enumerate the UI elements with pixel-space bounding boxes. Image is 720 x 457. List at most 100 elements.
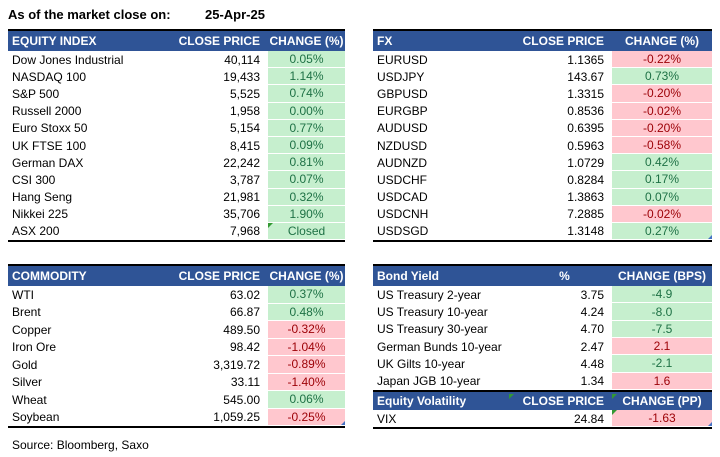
- close-price-cell: 3.75: [580, 287, 604, 302]
- table-row: EURGBP 0.8536 -0.02%: [373, 102, 712, 120]
- table-row: VIX 24.84 -1.63: [373, 409, 712, 428]
- change-cell: -1.04%: [268, 338, 345, 357]
- table-row: USDJPY 143.67 0.73%: [373, 68, 712, 86]
- equity-volatility-rows: VIX 24.84 -1.63: [373, 409, 712, 430]
- change-cell: -2.1: [612, 355, 712, 373]
- bond-yield-rows: US Treasury 2-year 3.75 -4.9 US Treasury 10…: [373, 286, 712, 390]
- close-price-cell: 24.84: [573, 411, 604, 426]
- change-cell: -0.89%: [268, 356, 345, 374]
- row-label: GBPUSD: [377, 86, 428, 101]
- change-cell: 0.37%: [268, 286, 345, 304]
- close-price-cell: 489.50: [223, 322, 260, 337]
- row-label: Brent: [12, 305, 41, 320]
- change-cell: 0.81%: [268, 154, 345, 172]
- close-price-cell: 19,433: [223, 69, 260, 84]
- as-of-label: As of the market close on:: [8, 7, 171, 22]
- table-row: US Treasury 30-year 4.70 -7.5: [373, 320, 712, 338]
- equity-index-table: EQUITY INDEX CLOSE PRICE CHANGE (%) Dow …: [8, 29, 345, 243]
- table-row: AUDNZD 1.0729 0.42%: [373, 154, 712, 172]
- row-label: USDCNH: [377, 207, 429, 222]
- close-price-cell: 0.8284: [567, 172, 604, 187]
- change-cell: 0.00%: [268, 102, 345, 120]
- change-cell: -0.20%: [612, 85, 712, 103]
- bond-yield-header: Bond Yield % CHANGE (BPS): [373, 264, 712, 287]
- equity-volatility-table: Equity Volatility CLOSE PRICE CHANGE (PP…: [373, 389, 712, 430]
- row-label: US Treasury 2-year: [377, 287, 482, 302]
- change-cell: 0.74%: [268, 85, 345, 103]
- table-row: Japan JGB 10-year 1.34 1.6: [373, 372, 712, 390]
- close-price-cell: 35,706: [223, 207, 260, 222]
- close-price-cell: 1.3148: [567, 224, 604, 239]
- left-column: EQUITY INDEX CLOSE PRICE CHANGE (%) Dow …: [8, 29, 345, 452]
- row-label: Soybean: [12, 410, 60, 425]
- change-cell: 0.07%: [612, 188, 712, 206]
- spacer: [373, 242, 712, 264]
- table-row: NZDUSD 0.5963 -0.58%: [373, 136, 712, 155]
- column-header-percent: %: [559, 269, 570, 284]
- row-label: USDJPY: [377, 69, 425, 84]
- change-cell: -4.9: [612, 286, 712, 304]
- row-label: Russell 2000: [12, 104, 82, 119]
- error-indicator-icon: [268, 222, 273, 228]
- fx-table: FX CLOSE PRICE CHANGE (%) EURUSD 1.1365 -0…: [373, 29, 712, 243]
- change-cell: 0.09%: [268, 136, 345, 155]
- change-cell: -0.02%: [612, 205, 712, 223]
- row-label: German Bunds 10-year: [377, 339, 502, 354]
- table-row: Copper 489.50 -0.32%: [8, 321, 345, 339]
- error-indicator-icon: [509, 393, 514, 399]
- table-row: Russell 2000 1,958 0.00%: [8, 102, 345, 120]
- tables-grid: EQUITY INDEX CLOSE PRICE CHANGE (%) Dow …: [0, 29, 720, 452]
- report-titlebar: As of the market close on: 25-Apr-25: [0, 0, 720, 29]
- close-price-cell: 40,114: [224, 52, 260, 67]
- close-price-cell: 7.2885: [567, 207, 604, 222]
- row-label: NZDUSD: [377, 138, 427, 153]
- table-row: Brent 66.87 0.48%: [8, 303, 345, 322]
- row-label: Wheat: [12, 392, 47, 407]
- table-row: CSI 300 3,787 0.07%: [8, 171, 345, 189]
- close-price-cell: 4.70: [580, 322, 604, 337]
- row-label: VIX: [377, 411, 397, 426]
- change-cell: 0.27%: [612, 222, 712, 241]
- change-cell: -0.20%: [612, 119, 712, 137]
- row-label: USDCHF: [377, 172, 427, 187]
- column-header-close-price: CLOSE PRICE: [509, 393, 612, 408]
- fill-handle-icon: [708, 235, 712, 240]
- table-row: WTI 63.02 0.37%: [8, 286, 345, 304]
- close-price-cell: 66.87: [229, 305, 260, 320]
- row-label: Japan JGB 10-year: [377, 374, 481, 389]
- table-row: GBPUSD 1.3315 -0.20%: [373, 85, 712, 103]
- column-header-change-pp: CHANGE (PP): [612, 393, 712, 408]
- table-row: US Treasury 2-year 3.75 -4.9: [373, 286, 712, 304]
- row-label: EURGBP: [377, 104, 428, 119]
- row-label: Iron Ore: [12, 340, 57, 355]
- row-label: WTI: [12, 287, 34, 302]
- row-label: S&P 500: [12, 86, 60, 101]
- close-price-cell: 63.02: [229, 287, 260, 302]
- close-price-cell: 3,319.72: [213, 357, 260, 372]
- close-price-cell: 8,415: [229, 138, 260, 153]
- close-price-cell: 1.0729: [567, 155, 604, 170]
- table-row: S&P 500 5,525 0.74%: [8, 85, 345, 103]
- column-header-change: CHANGE (%): [625, 34, 699, 48]
- as-of-date: 25-Apr-25: [205, 7, 265, 22]
- close-price-cell: 0.5963: [567, 138, 604, 153]
- change-cell: 0.07%: [268, 171, 345, 189]
- column-header-close-price: CLOSE PRICE: [178, 34, 260, 48]
- close-price-cell: 2.47: [580, 339, 604, 354]
- change-cell: -0.58%: [612, 136, 712, 155]
- row-label: NASDAQ 100: [12, 69, 87, 84]
- close-price-cell: 21,981: [223, 190, 260, 205]
- close-price-cell: 1.3863: [567, 190, 604, 205]
- table-row: USDSGD 1.3148 0.27%: [373, 222, 712, 241]
- table-row: Nikkei 225 35,706 1.90%: [8, 205, 345, 223]
- right-column: FX CLOSE PRICE CHANGE (%) EURUSD 1.1365 -0…: [373, 29, 712, 452]
- table-row: USDCAD 1.3863 0.07%: [373, 188, 712, 206]
- table-row: Euro Stoxx 50 5,154 0.77%: [8, 119, 345, 137]
- row-label: Dow Jones Industrial: [12, 52, 124, 67]
- row-label: EURUSD: [377, 52, 428, 67]
- table-row: Soybean 1,059.25 -0.25%: [8, 408, 345, 427]
- table-row: UK FTSE 100 8,415 0.09%: [8, 136, 345, 155]
- table-row: US Treasury 10-year 4.24 -8.0: [373, 303, 712, 321]
- change-cell: 0.73%: [612, 68, 712, 86]
